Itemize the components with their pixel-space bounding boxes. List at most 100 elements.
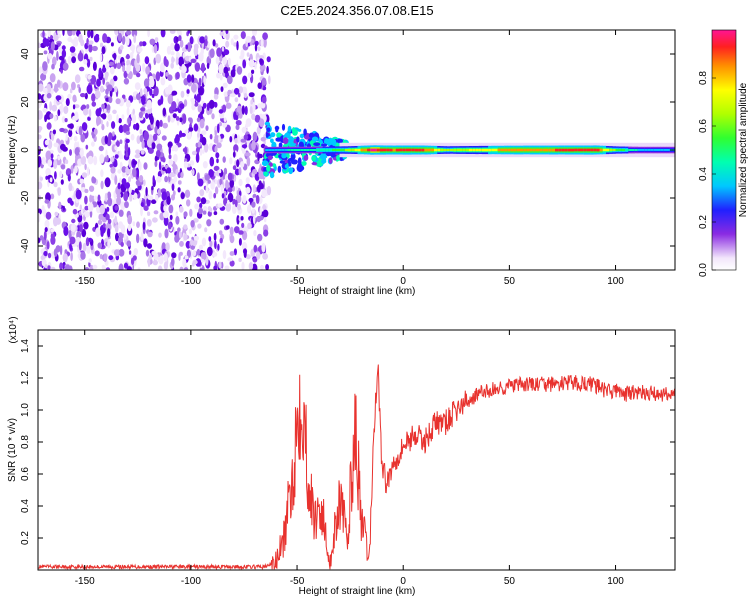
spectrogram-noise-cell <box>145 66 151 75</box>
colorbar-label: Normalized spectral amplitude <box>738 82 749 217</box>
spectrogram-noise-cell <box>229 179 235 188</box>
spectrogram-noise-cell <box>182 258 187 268</box>
spectrogram-noise-cell <box>153 44 158 54</box>
spectrogram-noise-cell <box>225 202 232 212</box>
spectrogram-noise-cell <box>62 146 68 152</box>
spectrogram-noise-cell <box>222 250 227 260</box>
spectrogram-noise-cell <box>38 98 42 109</box>
spectrogram-noise-cell <box>157 170 162 178</box>
spectrogram-noise-cell <box>53 115 57 122</box>
spectrogram-noise-cell <box>113 249 120 257</box>
spectrogram-noise-cell <box>187 30 191 34</box>
spectrogram-noise-cell <box>89 194 93 203</box>
spectrogram-noise-cell <box>167 141 173 149</box>
spectrogram-noise-cell <box>151 186 154 191</box>
spectrogram-noise-cell <box>93 128 98 135</box>
spectrogram-cloud-cell <box>270 132 276 138</box>
spectrogram-ridge-cell <box>596 148 600 152</box>
spectrogram-noise-cell <box>88 237 93 242</box>
spectrogram-ridge-cell <box>268 149 272 151</box>
spectrogram-noise-cell <box>266 185 272 196</box>
spectrogram-noise-cell <box>44 227 48 233</box>
spectrogram-noise-cell <box>91 101 97 107</box>
spectrogram-ridge-cell <box>494 148 498 152</box>
spectrogram-noise-cell <box>260 264 264 270</box>
spectrogram-noise-cell <box>43 94 48 102</box>
spectrogram-noise-cell <box>237 92 241 98</box>
spectrogram-noise-cell <box>96 116 102 125</box>
spectrogram-noise-cell <box>229 93 236 98</box>
spectrogram-noise-cell <box>57 155 61 161</box>
spectrogram-noise-cell <box>74 147 80 156</box>
snr-y-tick-label: 0.2 <box>20 531 31 545</box>
spectrogram-cloud-cell <box>288 136 294 144</box>
colorbar-tick-label: 0.4 <box>698 167 709 181</box>
spectrogram-noise-cell <box>234 137 238 144</box>
spectrogram-ridge-cell <box>583 148 588 152</box>
spectrogram-panel: -150 -100 -50 0 50 100 -40 -20 0 20 40 Height of … <box>7 29 676 297</box>
spectrogram-noise-cell <box>167 115 171 123</box>
spectrogram-ridge-cell <box>602 148 607 152</box>
spectrogram-noise-cell <box>256 216 261 223</box>
spectrogram-noise-cell <box>171 90 178 96</box>
spectrogram-noise-cell <box>161 191 167 201</box>
spectrogram-ridge-cell <box>360 148 365 152</box>
spectrogram-noise-cell <box>149 38 156 45</box>
spectrogram-noise-cell <box>58 201 62 210</box>
spectrogram-noise-cell <box>126 53 130 60</box>
spectrogram-noise-cell <box>257 233 263 242</box>
spectrogram-noise-cell <box>172 113 177 119</box>
spectrogram-noise-cell <box>51 104 57 112</box>
spectrogram-noise-cell <box>132 167 137 178</box>
spectrogram-noise-cell <box>63 226 69 237</box>
spectrogram-noise-cell <box>229 157 233 165</box>
spectrogram-noise-cell <box>183 161 188 169</box>
spectrogram-marks <box>38 30 675 270</box>
spectrogram-noise-cell <box>39 176 44 181</box>
spectrogram-noise-cell <box>45 211 52 220</box>
spectrogram-ridge-cell <box>497 148 502 152</box>
spectrogram-noise-cell <box>41 205 45 214</box>
spectrogram-noise-cell <box>103 253 108 263</box>
spectrogram-noise-cell <box>178 56 185 67</box>
spectrogram-cloud-cell <box>275 137 283 142</box>
spectrogram-noise-cell <box>259 206 262 216</box>
spectrogram-noise-cell <box>42 37 48 46</box>
spectrogram-noise-cell <box>196 248 201 256</box>
spectrogram-noise-cell <box>67 30 73 37</box>
spectrogram-ridge-cell <box>437 148 441 152</box>
spectrogram-noise-cell <box>144 56 150 65</box>
spectrogram-noise-cell <box>136 169 140 178</box>
spectrogram-cloud-cell <box>315 160 323 167</box>
spectrogram-noise-cell <box>89 185 95 192</box>
spectrogram-noise-cell <box>91 45 98 52</box>
spectrogram-ridge-cell <box>523 148 527 152</box>
spectrogram-noise-cell <box>102 265 106 270</box>
spectrogram-noise-cell <box>69 149 72 156</box>
spectrogram-x-label: Height of straight line (km) <box>299 286 416 297</box>
spectrogram-y-tick-label: 0 <box>20 147 31 153</box>
colorbar-tick-label: 0.6 <box>698 119 709 133</box>
spectrogram-noise-cell <box>202 161 208 169</box>
spectrogram-ridge-cell <box>535 148 540 152</box>
spectrogram-noise-cell <box>38 42 41 49</box>
spectrogram-noise-cell <box>78 241 82 251</box>
spectrogram-noise-cell <box>217 243 220 251</box>
spectrogram-noise-cell <box>127 176 132 183</box>
spectrogram-noise-cell <box>120 241 124 247</box>
spectrogram-noise-cell <box>245 123 249 129</box>
spectrogram-noise-cell <box>201 237 207 247</box>
spectrogram-noise-cell <box>235 186 239 191</box>
spectrogram-noise-cell <box>237 203 241 211</box>
spectrogram-noise-cell <box>154 125 158 134</box>
spectrogram-noise-cell <box>215 56 220 65</box>
spectrogram-noise-cell <box>88 258 92 263</box>
spectrogram-noise-cell <box>201 65 205 74</box>
spectrogram-ridge-cell <box>577 148 581 152</box>
spectrogram-x-tick-label: -150 <box>75 276 95 287</box>
spectrogram-ridge-cell <box>641 149 645 151</box>
spectrogram-ridge-cell <box>277 149 282 151</box>
spectrogram-noise-cell <box>64 159 69 164</box>
spectrogram-noise-cell <box>53 181 58 188</box>
spectrogram-noise-cell <box>80 155 87 165</box>
